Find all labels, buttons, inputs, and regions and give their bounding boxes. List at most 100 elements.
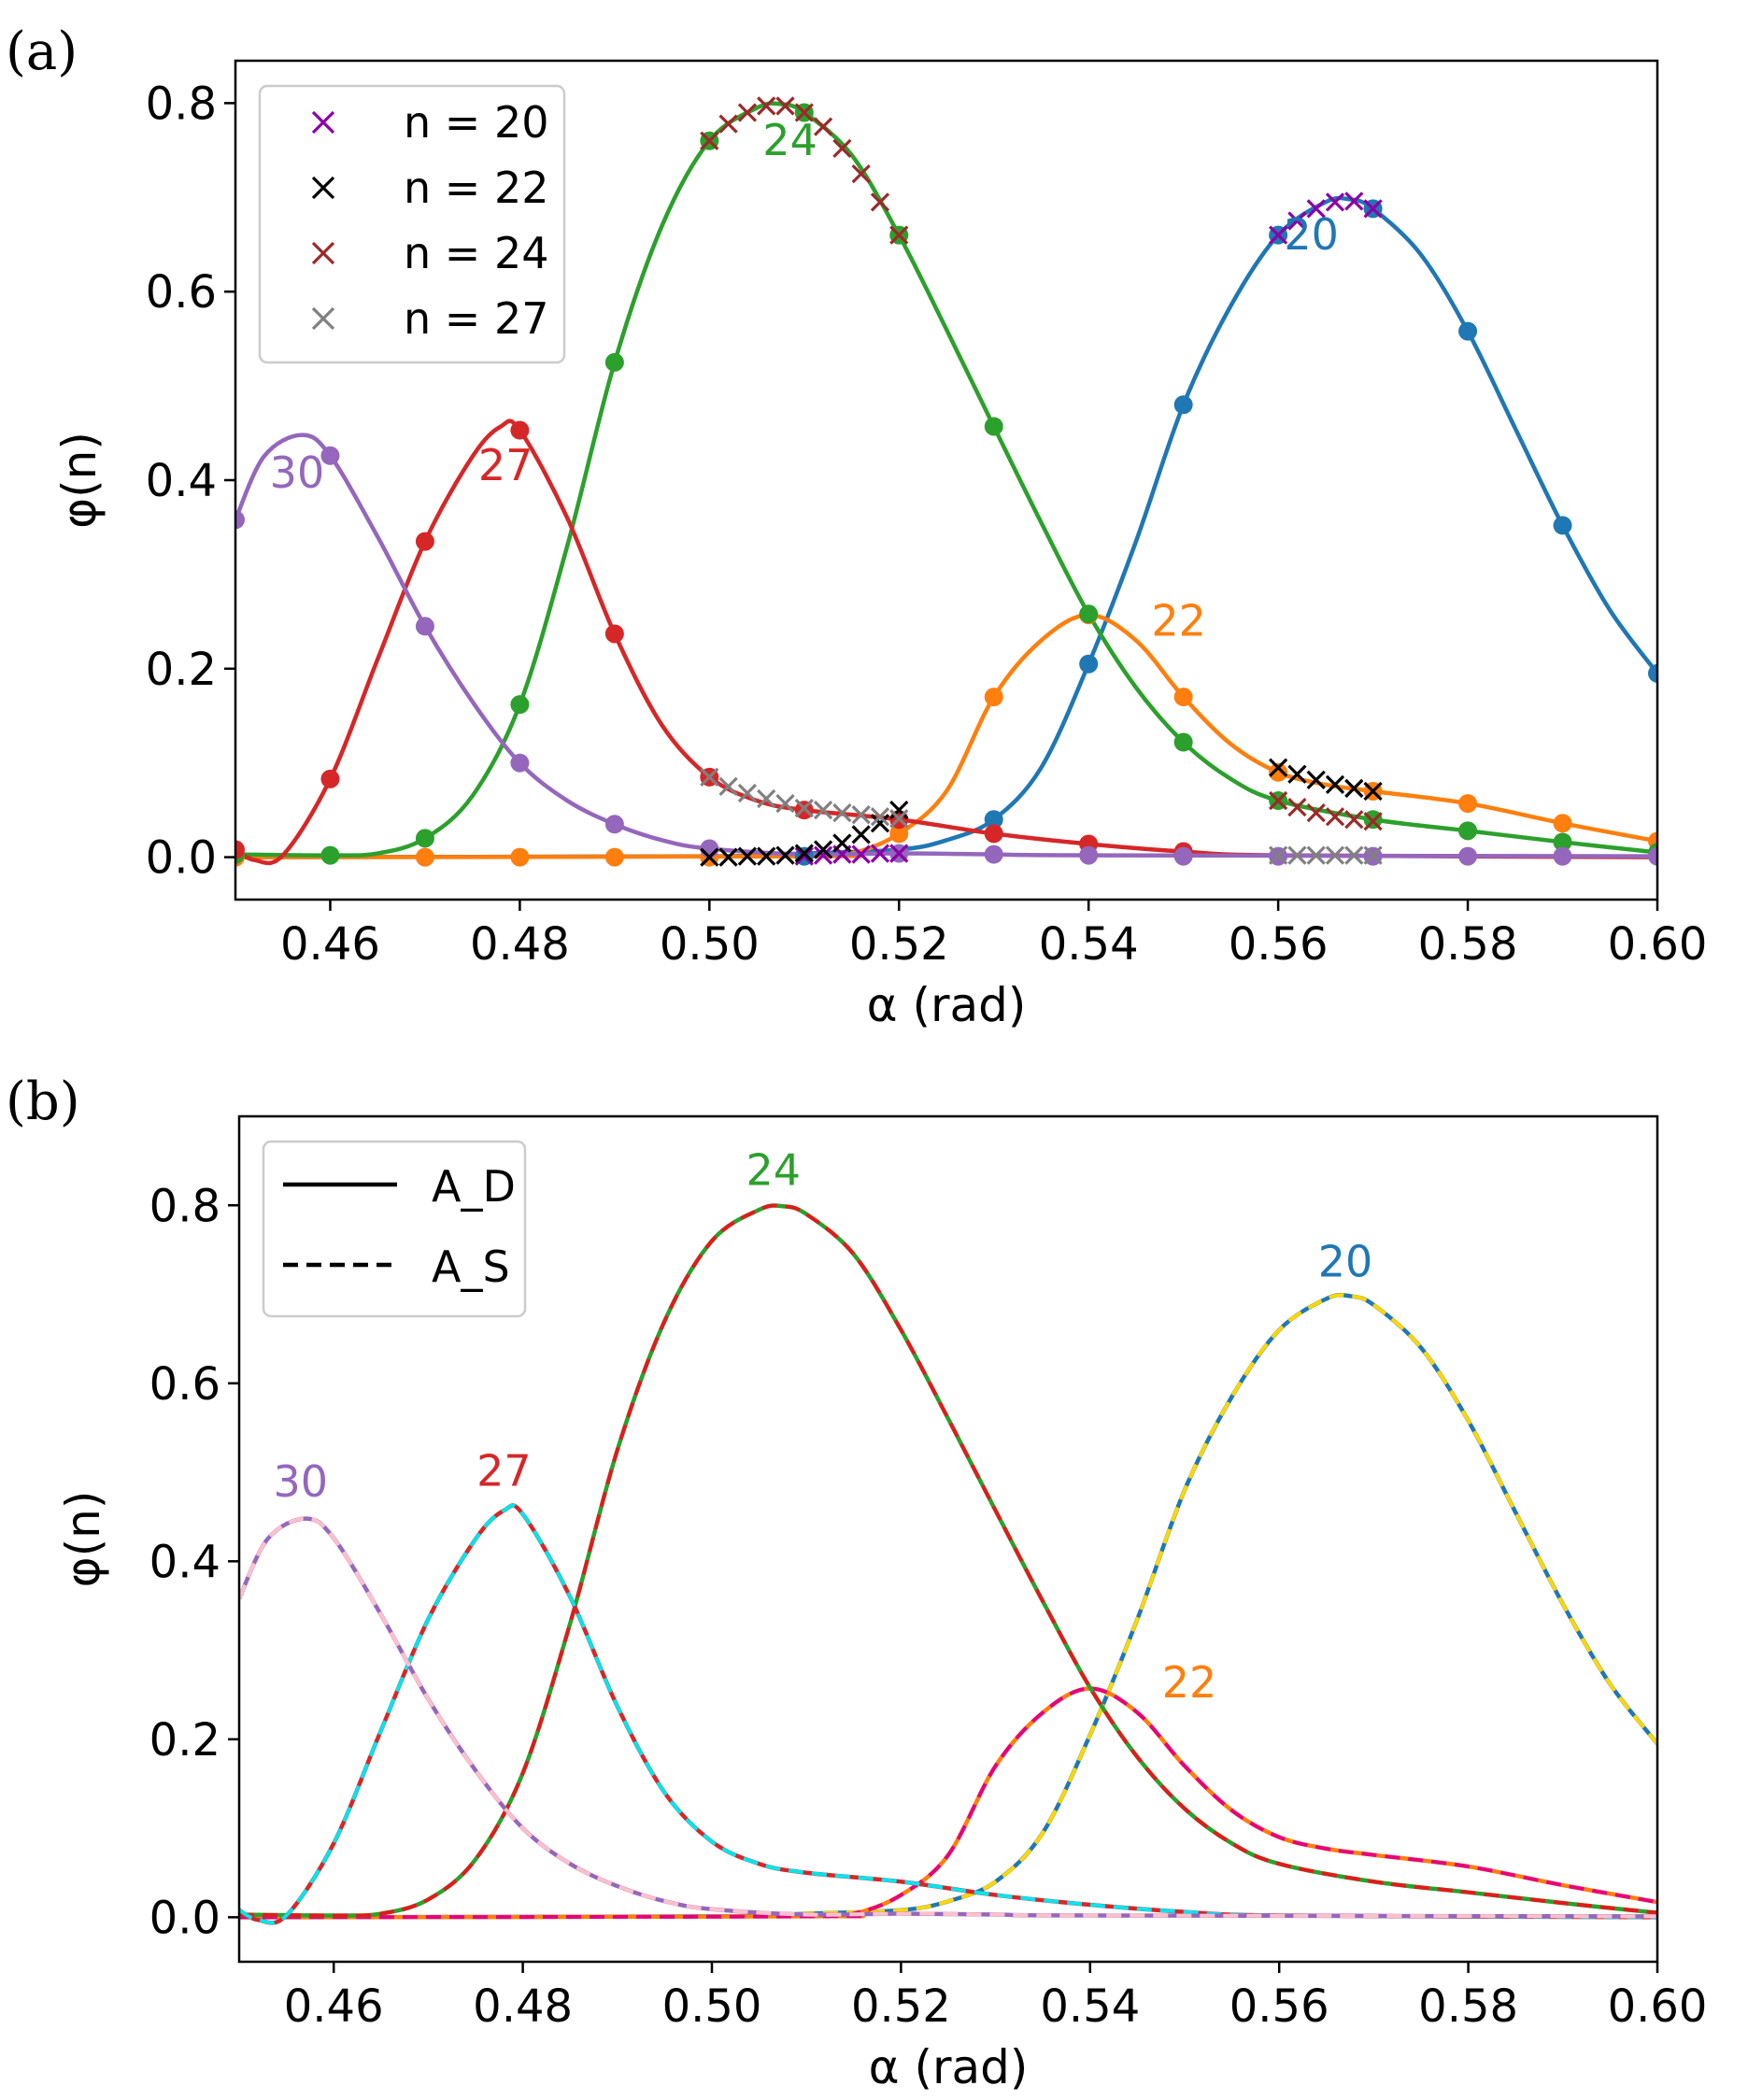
cross-marker-n22 <box>1287 764 1307 784</box>
cross-marker-n20 <box>794 846 814 866</box>
series-dashed-line-30 <box>239 1516 1657 1919</box>
cross-marker-n24 <box>1287 797 1307 817</box>
data-point-27 <box>510 420 530 440</box>
cross-marker-n22 <box>700 847 719 867</box>
data-point-20 <box>1173 395 1193 415</box>
cross-marker-n24 <box>889 225 909 245</box>
series-dashed-line-27 <box>239 1503 1657 1925</box>
data-point-22 <box>1173 688 1193 707</box>
data-point-24 <box>320 845 340 865</box>
data-point-24 <box>984 417 1003 436</box>
cross-marker-n20 <box>1306 199 1326 219</box>
panel-a-legend: n = 20 n = 22 n = 24 n = 27 <box>258 84 566 364</box>
data-point-30 <box>415 617 434 636</box>
cross-marker-n27 <box>870 807 890 827</box>
cross-marker-n20 <box>889 844 909 863</box>
cross-marker-n22 <box>813 840 833 859</box>
cross-marker-n22 <box>889 801 909 820</box>
plot-area <box>239 1203 1657 1925</box>
x-axis-label: α (rad) <box>869 2040 1029 2094</box>
cross-marker-n22 <box>851 825 871 844</box>
cross-marker-n20 <box>1363 199 1383 219</box>
cross-marker-n24 <box>1325 807 1345 827</box>
data-point-22 <box>889 824 909 844</box>
cross-marker-n27 <box>889 809 909 829</box>
cross-marker-n20 <box>851 844 871 864</box>
cross-marker-n24 <box>851 163 871 184</box>
y-tick-label: 0.0 <box>149 1892 220 1944</box>
x-tick-label: 0.58 <box>1418 918 1518 971</box>
data-point-27 <box>235 840 245 859</box>
cross-marker-n24 <box>794 103 814 122</box>
y-tick-label: 0.0 <box>146 832 217 885</box>
cross-marker-n22 <box>870 814 890 833</box>
panel-b-legend: A_D A_S <box>262 1140 527 1318</box>
legend-marker <box>311 241 335 265</box>
x-tick-label: 0.52 <box>849 918 949 971</box>
cross-marker-n22 <box>757 846 776 866</box>
data-point-20 <box>984 810 1003 830</box>
data-point-24 <box>510 695 530 715</box>
panel-b-tag: (b) <box>6 1071 80 1132</box>
y-tick-label: 0.8 <box>146 78 217 130</box>
curve-label-30: 30 <box>270 447 325 498</box>
data-point-30 <box>510 753 530 773</box>
x-tick-label: 0.48 <box>473 1980 573 2033</box>
cross-marker-n22 <box>1268 758 1288 777</box>
legend-label: n = 27 <box>404 293 548 344</box>
x-tick-label: 0.50 <box>662 1980 762 2033</box>
x-tick-label: 0.54 <box>1039 918 1139 971</box>
curve-label-27: 27 <box>476 1445 532 1496</box>
curve-label-24: 24 <box>762 115 817 165</box>
data-point-20 <box>1458 321 1478 341</box>
data-point-24 <box>1553 832 1572 852</box>
series-dashed-line-24 <box>239 1203 1657 1918</box>
y-tick-label: 0.4 <box>146 455 217 507</box>
cross-marker-n20 <box>1287 211 1307 231</box>
cross-marker-n22 <box>737 846 758 866</box>
y-tick-label: 0.2 <box>149 1714 220 1767</box>
y-axis-label: φ(n) <box>56 1491 110 1588</box>
cross-marker-n22 <box>1306 770 1326 789</box>
cross-marker-n24 <box>813 117 833 136</box>
legend-marker <box>311 176 335 200</box>
curve-label-20: 20 <box>1284 209 1339 260</box>
legend-frame <box>258 84 566 364</box>
cross-marker-n24 <box>775 96 795 116</box>
data-point-24 <box>1458 821 1478 841</box>
curve-label-24: 24 <box>746 1144 802 1195</box>
cross-marker-n24 <box>757 96 776 116</box>
cross-marker-n24 <box>1268 790 1288 811</box>
data-point-30 <box>984 844 1003 864</box>
panel-b-chart: 0.46 0.48 0.50 0.52 0.54 0.56 0.58 0.60 0.0 0.2 0.… <box>56 1114 1707 2094</box>
cross-marker-n22 <box>832 833 852 853</box>
data-point-27 <box>320 769 340 788</box>
y-tick-label: 0.8 <box>149 1180 220 1232</box>
panel-a-tag: (a) <box>6 21 78 82</box>
x-tick-label: 0.56 <box>1229 1980 1329 2033</box>
data-point-20 <box>1079 654 1099 674</box>
legend-label: A_D <box>432 1161 516 1212</box>
x-tick-label: 0.54 <box>1040 1980 1140 2033</box>
axes-frame <box>237 1114 1659 1964</box>
data-point-30 <box>1648 846 1657 866</box>
curve-label-22: 22 <box>1162 1657 1217 1708</box>
data-point-24 <box>1173 732 1193 752</box>
cross-marker-n20 <box>1325 192 1345 212</box>
data-point-30 <box>1079 845 1099 865</box>
cross-marker-n24 <box>700 131 719 150</box>
data-point-30 <box>1553 846 1572 866</box>
cross-marker-n27 <box>1287 845 1307 865</box>
cross-marker-n24 <box>1306 803 1326 823</box>
cross-marker-n24 <box>832 138 852 158</box>
cross-marker-n27 <box>794 798 814 818</box>
x-tick-label: 0.56 <box>1229 918 1329 971</box>
series-line-20 <box>239 1292 1657 1920</box>
cross-marker-n27 <box>775 793 795 814</box>
y-tick-label: 0.6 <box>146 266 217 319</box>
legend-label: n = 22 <box>404 163 548 213</box>
cross-marker-n22 <box>1325 774 1345 795</box>
data-point-22 <box>1553 814 1572 833</box>
y-tick-label: 0.4 <box>149 1536 220 1588</box>
